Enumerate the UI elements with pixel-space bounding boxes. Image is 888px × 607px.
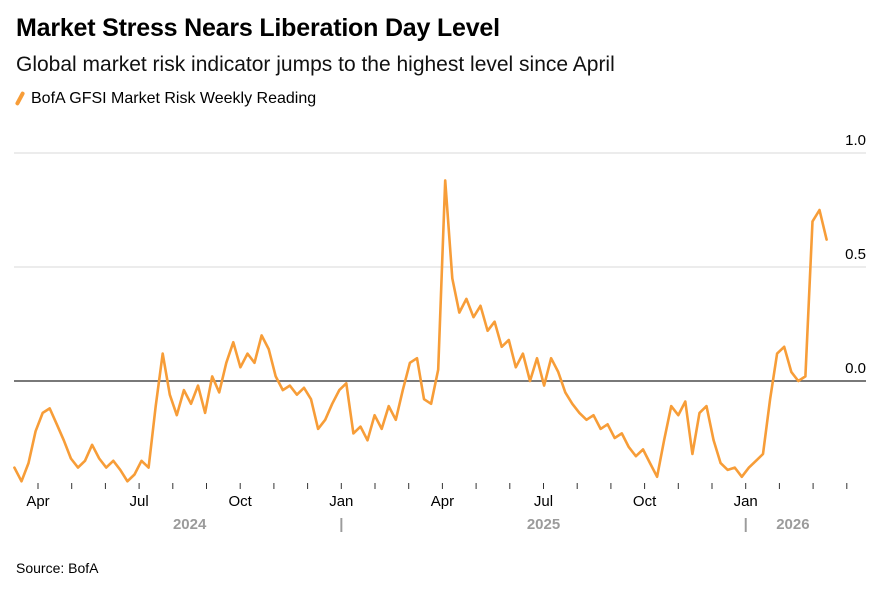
legend-label: BofA GFSI Market Risk Weekly Reading [31,89,317,107]
page-title: Market Stress Nears Liberation Day Level [16,14,500,42]
source-note: Source: BofA [16,559,99,576]
x-axis-tick-label: Apr [26,493,49,510]
series-line [13,179,828,483]
x-axis-tick-label: Jul [130,493,149,510]
y-axis-tick-label: 1.0 [845,132,866,149]
y-axis-tick-label: 0.0 [845,360,866,377]
x-axis-tick-label: Jan [734,493,758,510]
year-label: 2024 [173,516,207,533]
x-axis-tick-label: Jul [534,493,553,510]
page-subtitle: Global market risk indicator jumps to th… [16,52,615,76]
x-axis-tick-label: Jan [329,493,353,510]
year-separator: | [339,516,343,533]
x-axis-tick-label: Oct [229,493,253,510]
x-axis-tick-label: Apr [431,493,454,510]
legend: BofA GFSI Market Risk Weekly Reading [14,89,872,108]
year-separator: | [744,516,748,533]
y-axis-tick-label: 0.5 [845,246,866,263]
chart-svg: 1.0 0.5 0.0 Apr Jul Oct Jan Apr Jul Oct Jan 2024 | 20… [13,132,866,533]
x-axis-tick-label: Oct [633,493,657,510]
year-label: 2026 [776,516,809,533]
legend-line-marker [14,91,26,107]
year-label: 2025 [527,516,560,533]
